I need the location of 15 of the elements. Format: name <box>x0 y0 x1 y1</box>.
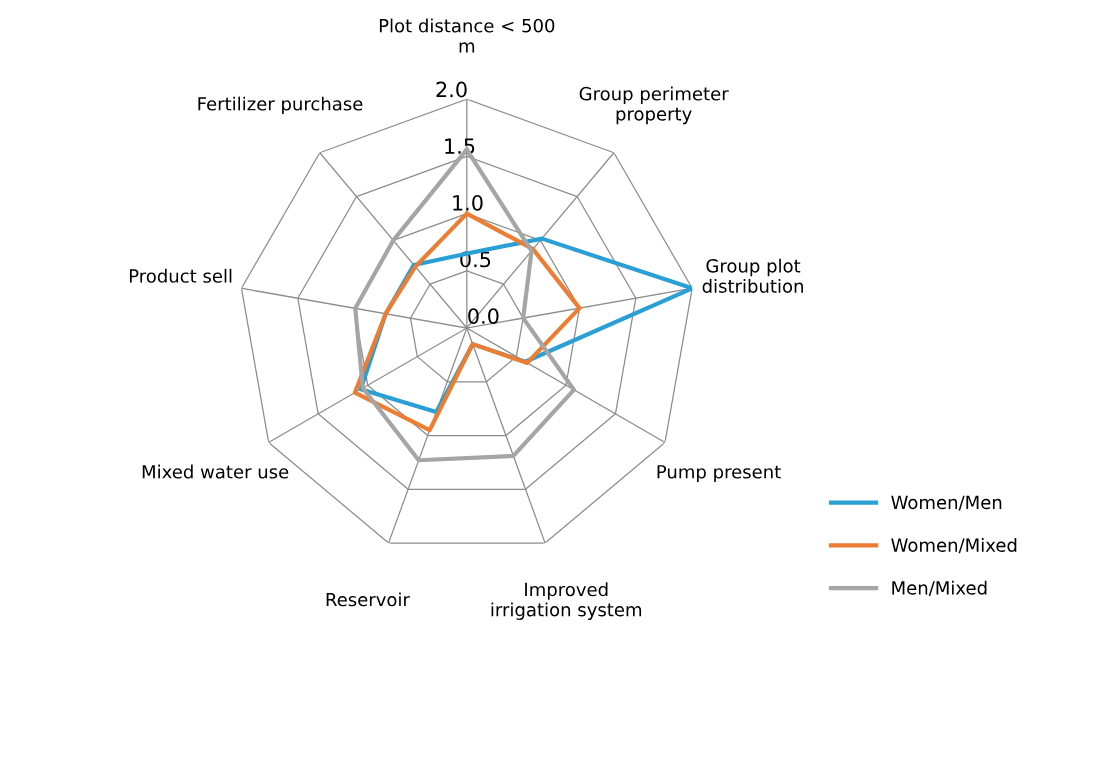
spoke-label: Pump present <box>657 465 781 483</box>
spoke-label: Reservoir <box>326 592 410 607</box>
y-tick-label: 2.0 <box>436 81 467 98</box>
legend-label: Women/Mixed <box>891 537 1017 554</box>
spoke-label: Group perimeter property <box>579 86 729 125</box>
spoke-label: Mixed water use <box>142 464 289 479</box>
spoke-label: Product sell <box>129 268 232 283</box>
spoke-label: Plot distance < 500 m <box>379 18 555 53</box>
legend-label: Women/Men <box>891 495 1002 511</box>
y-tick-label: 1.0 <box>453 194 483 211</box>
spoke-label: Improved irrigation system <box>491 582 642 620</box>
y-tick-label: 0.0 <box>468 308 499 324</box>
spoke-label: Group plot distribution <box>702 258 803 293</box>
spoke-label: Fertilizer purchase <box>198 96 363 115</box>
legend-label: Men/Mixed <box>892 580 987 597</box>
